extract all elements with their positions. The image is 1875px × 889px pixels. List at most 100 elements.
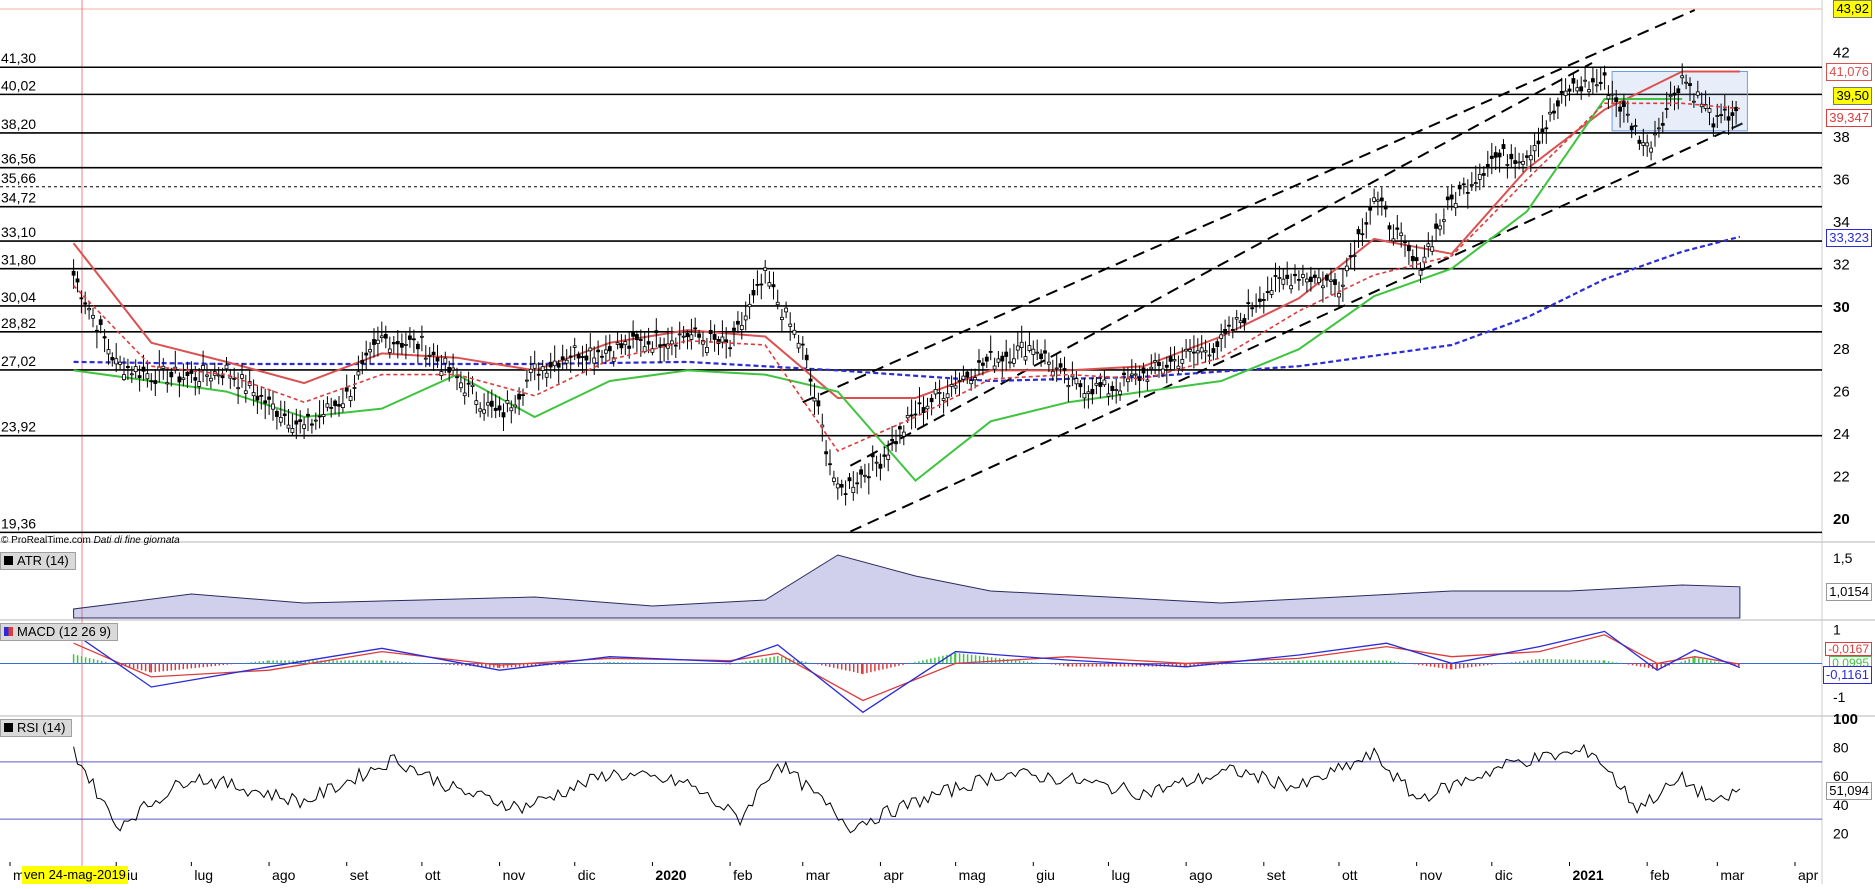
candle-body	[1680, 75, 1685, 79]
candle-body	[677, 333, 682, 336]
candle-body	[1594, 84, 1599, 87]
candle-body	[981, 362, 985, 366]
candle-body	[909, 414, 914, 417]
candle-body	[866, 476, 871, 479]
macd-color-swatch	[4, 627, 13, 636]
price-tick-label: 42	[1833, 44, 1850, 61]
candle-body	[1133, 373, 1138, 376]
candle-body	[1333, 279, 1337, 285]
candle-body	[513, 404, 518, 408]
rsi-tick-label: 100	[1833, 711, 1858, 728]
candle-body	[126, 365, 130, 368]
candle-body	[1383, 205, 1388, 210]
candle-body	[443, 357, 448, 364]
macd-line	[73, 630, 1741, 714]
candle-body	[114, 358, 119, 365]
candle-body	[654, 330, 659, 334]
copyright-note: © ProRealTime.com Dati di fine giornata	[1, 535, 180, 546]
candle-body	[623, 341, 628, 346]
candle-body	[635, 334, 639, 341]
candle-body	[1281, 278, 1286, 285]
candle-body	[1246, 302, 1251, 305]
candle-body	[1485, 163, 1490, 168]
candle-body	[466, 382, 471, 385]
month-label: giu	[1036, 867, 1055, 883]
candle-body	[1293, 273, 1297, 277]
atr-color-swatch	[4, 556, 13, 565]
candle-body	[1098, 382, 1103, 387]
candle-body	[1614, 97, 1619, 103]
candle-body	[1238, 320, 1243, 323]
candle-body	[1368, 207, 1373, 211]
month-label: mar	[1720, 867, 1744, 883]
candle-body	[1711, 123, 1716, 128]
candle-body	[1707, 108, 1712, 113]
candle-body	[1309, 276, 1313, 283]
candle-body	[1325, 274, 1329, 281]
candle-body	[1540, 128, 1545, 133]
level-label: 41,30	[1, 50, 36, 66]
candle-body	[364, 352, 369, 356]
candle-body	[232, 377, 237, 380]
candle-body	[859, 469, 863, 475]
candle-body	[141, 366, 146, 372]
price-tick-label: 26	[1833, 384, 1850, 401]
candle-body	[894, 441, 898, 445]
candle-body	[816, 400, 821, 407]
candle-body	[1015, 345, 1020, 351]
candle-body	[1722, 108, 1727, 111]
macd-tick-label: -1	[1833, 689, 1846, 705]
candle-body	[1192, 351, 1196, 354]
candle-body	[1344, 265, 1349, 272]
candle-body	[1164, 364, 1169, 368]
candle-body	[356, 371, 361, 376]
candle-body	[1489, 155, 1494, 159]
candle-body	[933, 388, 938, 395]
ma-long-tag: 33,323	[1826, 229, 1872, 247]
candle-body	[1188, 349, 1192, 352]
candle-body	[1012, 358, 1016, 364]
candle-body	[905, 414, 910, 419]
candle-body	[1297, 278, 1301, 281]
candle-body	[1199, 347, 1204, 353]
candle-body	[505, 399, 510, 404]
candle-body	[996, 358, 1001, 363]
candle-body	[580, 356, 585, 358]
candle-body	[592, 357, 597, 364]
candle-body	[1242, 318, 1247, 324]
price-tick-label: 22	[1833, 468, 1850, 485]
month-label: feb	[733, 867, 753, 883]
rsi-panel-title[interactable]: RSI (14)	[0, 719, 73, 737]
candle-body	[1019, 341, 1024, 348]
macd-panel-title[interactable]: MACD (12 26 9)	[0, 623, 118, 641]
price-tick-label: 20	[1833, 511, 1850, 528]
rsi-line	[73, 743, 1741, 834]
candle-body	[1657, 127, 1661, 130]
macd-title-text: MACD (12 26 9)	[17, 624, 111, 639]
candle-body	[87, 308, 91, 311]
range-box	[1611, 70, 1748, 132]
atr-panel-title[interactable]: ATR (14)	[0, 552, 76, 570]
candle-body	[1618, 106, 1622, 112]
trend-line-lower	[849, 121, 1746, 533]
candle-body	[693, 327, 698, 330]
candle-body	[1453, 202, 1458, 209]
candle-body	[474, 400, 479, 405]
candle-body	[780, 316, 784, 320]
ma-long-series	[73, 235, 1741, 383]
candle-body	[835, 483, 840, 489]
candle-body	[489, 400, 494, 407]
month-label: mar	[806, 867, 830, 883]
candle-body	[532, 363, 537, 369]
candle-body	[847, 477, 852, 482]
candle-body	[153, 380, 158, 384]
candle-body	[1149, 366, 1154, 370]
candle-body	[165, 382, 170, 385]
candle-body	[863, 474, 867, 477]
candle-body	[1305, 278, 1309, 283]
candle-body	[423, 357, 428, 360]
candle-body	[775, 301, 780, 306]
candle-body	[961, 375, 966, 380]
price-tick-label: 30	[1833, 299, 1850, 316]
